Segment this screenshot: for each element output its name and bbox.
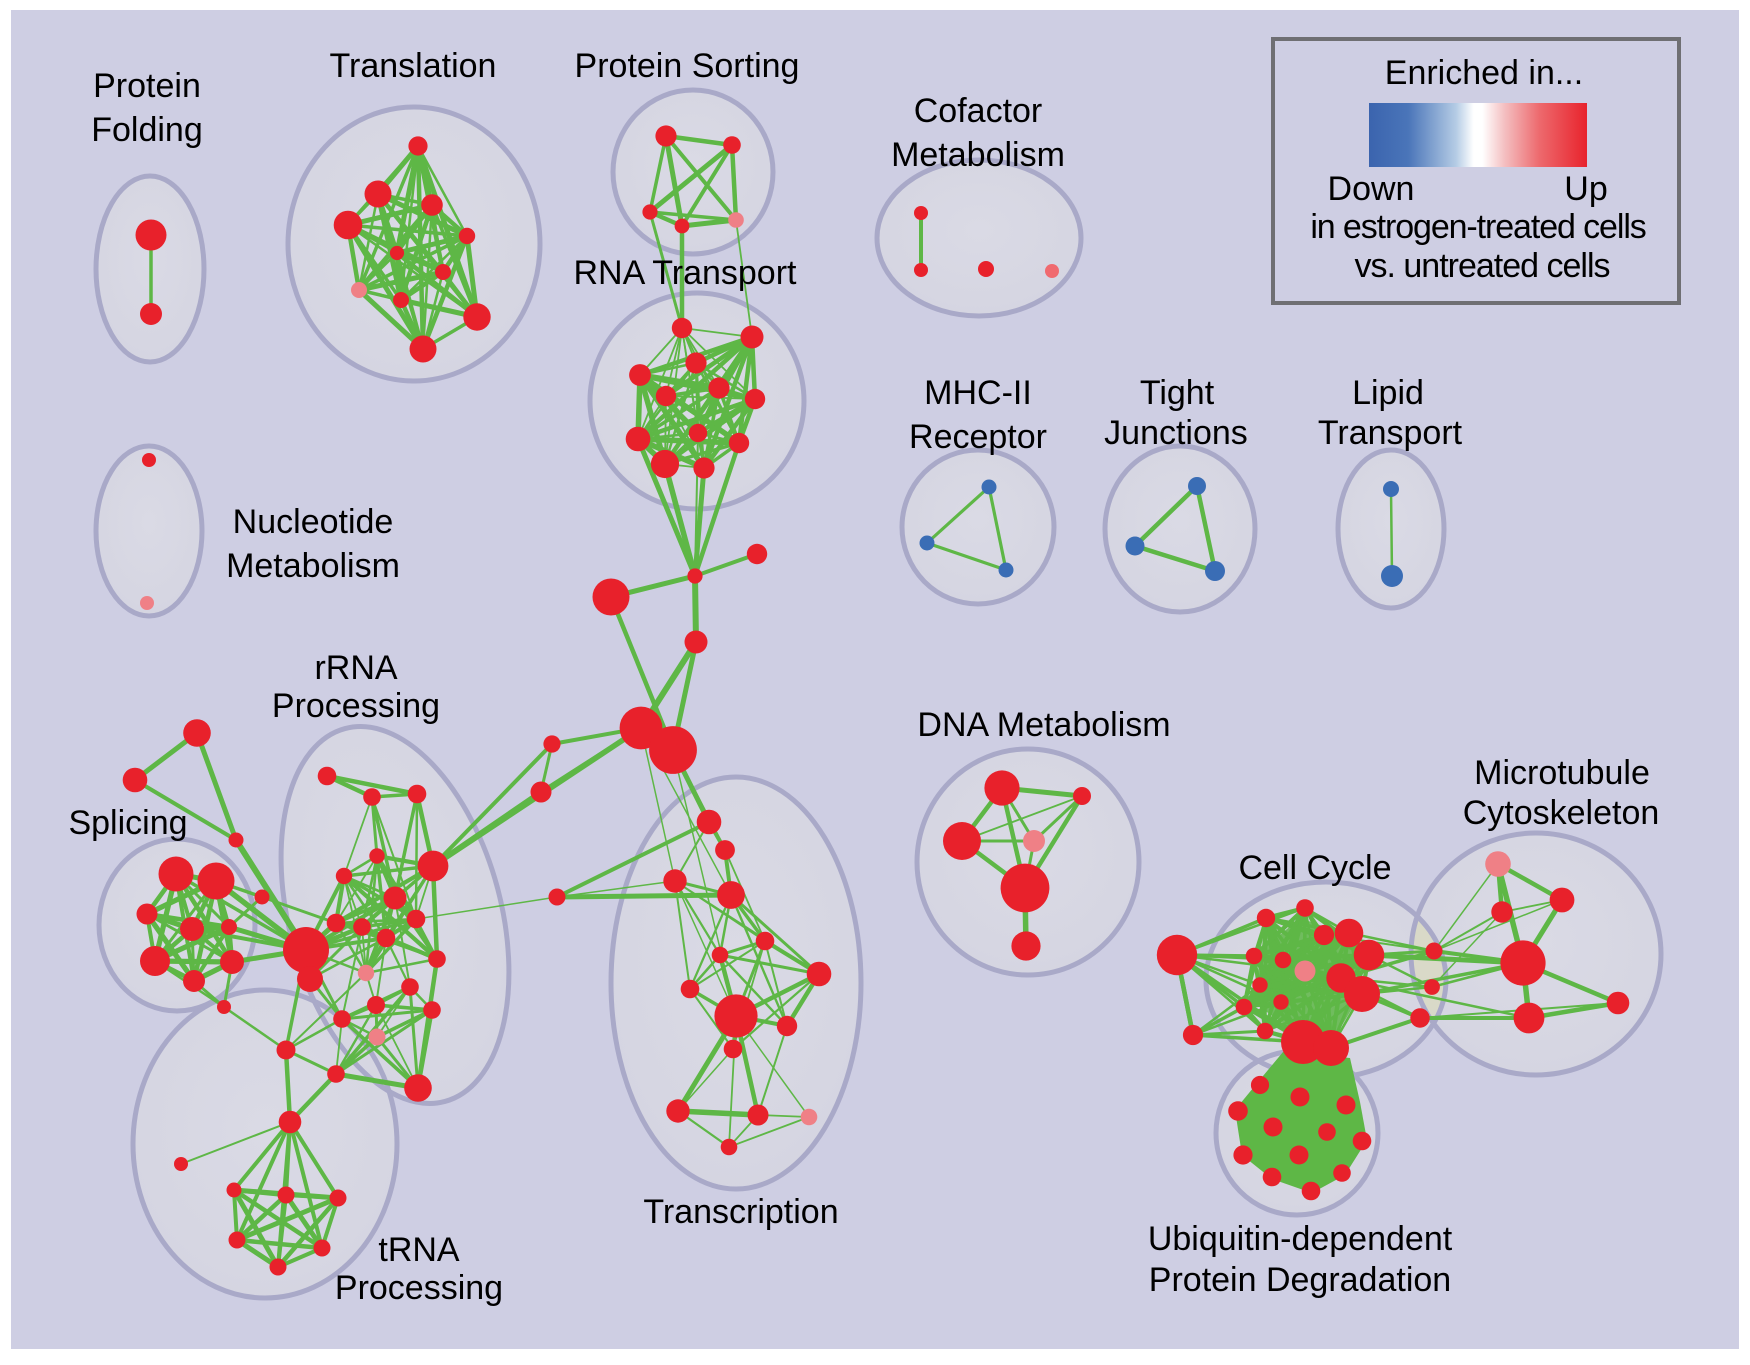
- svg-text:MHC-II: MHC-II: [924, 374, 1032, 412]
- svg-text:tRNA: tRNA: [378, 1231, 460, 1269]
- svg-text:Tight: Tight: [1140, 374, 1215, 412]
- svg-text:Ubiquitin-dependent: Ubiquitin-dependent: [1148, 1220, 1453, 1258]
- svg-text:Processing: Processing: [335, 1269, 503, 1307]
- svg-text:Transcription: Transcription: [643, 1193, 838, 1231]
- svg-text:Translation: Translation: [330, 47, 497, 85]
- svg-text:Protein: Protein: [93, 67, 201, 105]
- svg-text:Protein Degradation: Protein Degradation: [1149, 1261, 1451, 1299]
- svg-text:Up: Up: [1564, 170, 1607, 208]
- svg-text:Enriched in...: Enriched in...: [1385, 54, 1583, 92]
- svg-text:Transport: Transport: [1318, 414, 1463, 452]
- svg-text:Receptor: Receptor: [909, 418, 1047, 456]
- svg-text:in estrogen-treated cells: in estrogen-treated cells: [1310, 208, 1645, 246]
- svg-text:Lipid: Lipid: [1352, 374, 1424, 412]
- svg-text:Cofactor: Cofactor: [914, 92, 1043, 130]
- svg-text:Metabolism: Metabolism: [226, 547, 400, 585]
- svg-text:Down: Down: [1328, 170, 1415, 208]
- svg-text:Splicing: Splicing: [68, 804, 187, 842]
- svg-text:Processing: Processing: [272, 687, 440, 725]
- svg-text:rRNA: rRNA: [314, 649, 397, 687]
- svg-text:Metabolism: Metabolism: [891, 136, 1065, 174]
- svg-text:Nucleotide: Nucleotide: [233, 503, 394, 541]
- svg-text:vs. untreated cells: vs. untreated cells: [1354, 247, 1609, 285]
- svg-text:Folding: Folding: [91, 111, 203, 149]
- svg-text:Microtubule: Microtubule: [1474, 754, 1650, 792]
- svg-text:Cell Cycle: Cell Cycle: [1238, 849, 1391, 887]
- svg-text:Cytoskeleton: Cytoskeleton: [1463, 794, 1660, 832]
- svg-text:Junctions: Junctions: [1104, 414, 1248, 452]
- svg-text:RNA Transport: RNA Transport: [574, 254, 798, 292]
- svg-text:DNA Metabolism: DNA Metabolism: [917, 706, 1170, 744]
- svg-text:Protein Sorting: Protein Sorting: [575, 47, 800, 85]
